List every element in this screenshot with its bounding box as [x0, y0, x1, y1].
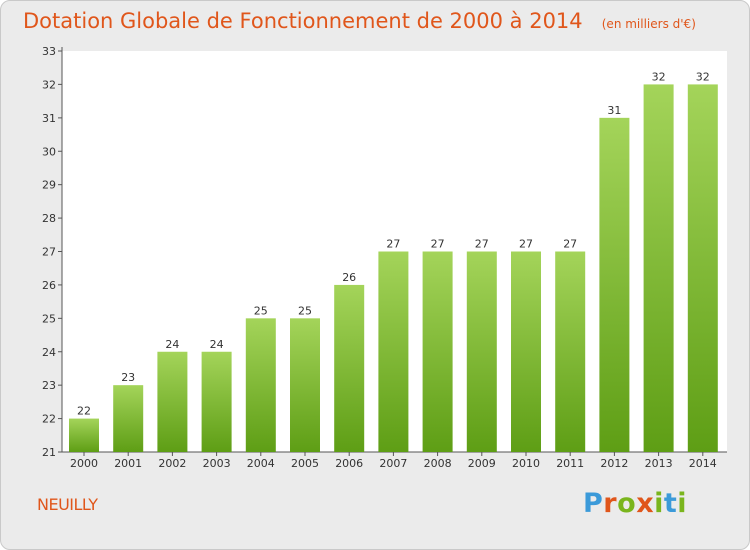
data-label-2004: 25	[254, 304, 268, 317]
chart-title: Dotation Globale de Fonctionnement de 20…	[23, 9, 696, 33]
x-tick-label-2004: 2004	[247, 457, 275, 470]
bar-2012	[599, 117, 630, 452]
data-label-2011: 27	[563, 238, 577, 251]
bar-2007	[378, 251, 409, 452]
y-tick-label: 23	[42, 379, 56, 392]
bar-2006	[334, 284, 365, 452]
logo-letter: r	[603, 488, 618, 519]
x-tick-label-2008: 2008	[424, 457, 452, 470]
y-tick-label: 27	[42, 246, 56, 259]
data-labels: 22 23 24 24 25 25 26 27 27 27 27 27 31 32 32	[77, 70, 710, 417]
bar-2013	[643, 84, 674, 453]
y-tick-label: 22	[42, 413, 56, 426]
y-tick-label: 21	[42, 446, 56, 459]
y-tick-label: 25	[42, 312, 56, 325]
x-tick-label-2002: 2002	[158, 457, 186, 470]
x-tick-label-2007: 2007	[379, 457, 407, 470]
y-axis: 21 22 23 24 25 26 27 28 29 30 31 32 33	[42, 45, 63, 459]
logo-letter: x	[636, 488, 655, 519]
bar-2014	[687, 84, 718, 453]
y-tick-label: 24	[42, 346, 56, 359]
y-tick-label: 30	[42, 145, 56, 158]
data-label-2007: 27	[386, 238, 400, 251]
bar-2002	[157, 351, 188, 452]
x-tick-label-2005: 2005	[291, 457, 319, 470]
logo-letter: P	[583, 488, 604, 519]
data-label-2003: 24	[210, 338, 224, 351]
x-tick-label-2009: 2009	[468, 457, 496, 470]
bar-2009	[466, 251, 497, 452]
data-label-2008: 27	[431, 238, 445, 251]
y-tick-label: 31	[42, 112, 56, 125]
bar-2003	[201, 351, 232, 452]
x-tick-label-2012: 2012	[600, 457, 628, 470]
x-axis: 2000 2001 2002 2003 2004 2005 2006 2007 2008 2009…	[62, 451, 727, 470]
x-tick-label-2000: 2000	[70, 457, 98, 470]
y-tick-label: 32	[42, 78, 56, 91]
place-name: NEUILLY	[37, 495, 98, 514]
unit-note: (en milliers d'€)	[601, 17, 696, 31]
logo-letter: o	[617, 488, 637, 519]
chart-title-text: Dotation Globale de Fonctionnement de 20…	[23, 9, 583, 33]
data-label-2012: 31	[607, 104, 621, 117]
data-label-2013: 32	[652, 70, 666, 83]
logo-letter: i	[677, 488, 688, 519]
y-tick-label: 26	[42, 279, 56, 292]
logo-letter: t	[663, 488, 678, 519]
data-label-2001: 23	[121, 371, 135, 384]
y-tick-label: 28	[42, 212, 56, 225]
logo-letter: i	[654, 488, 664, 519]
y-tick-label: 33	[42, 45, 56, 58]
x-tick-label-2014: 2014	[689, 457, 717, 470]
y-tick-label: 29	[42, 179, 56, 192]
bar-2011	[555, 251, 586, 452]
x-tick-label-2010: 2010	[512, 457, 540, 470]
bar-2001	[113, 385, 144, 452]
x-tick-label-2013: 2013	[645, 457, 673, 470]
data-label-2006: 26	[342, 271, 356, 284]
bar-series	[69, 84, 718, 453]
bar-2008	[422, 251, 453, 452]
x-tick-label-2003: 2003	[203, 457, 231, 470]
x-tick-label-2011: 2011	[556, 457, 584, 470]
data-label-2005: 25	[298, 304, 312, 317]
data-label-2002: 24	[165, 338, 179, 351]
x-tick-label-2001: 2001	[114, 457, 142, 470]
data-label-2014: 32	[696, 70, 710, 83]
proxiti-logo: Proxiti	[583, 488, 687, 519]
data-label-2000: 22	[77, 405, 91, 418]
x-tick-label-2006: 2006	[335, 457, 363, 470]
bar-2005	[290, 318, 320, 452]
bar-2000	[69, 418, 99, 452]
bar-2010	[511, 251, 541, 452]
bar-2004	[245, 318, 276, 452]
data-label-2009: 27	[475, 238, 489, 251]
data-label-2010: 27	[519, 238, 533, 251]
